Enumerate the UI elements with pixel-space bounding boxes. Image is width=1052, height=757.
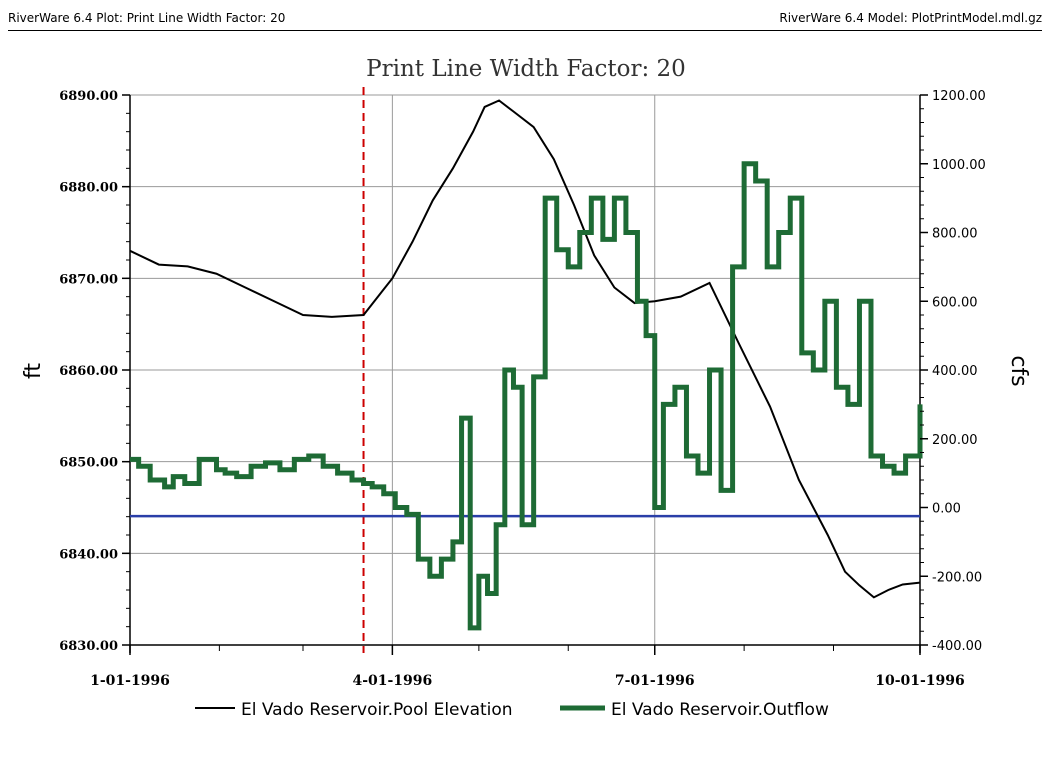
- legend: El Vado Reservoir.Pool Elevation El Vado …: [195, 700, 829, 720]
- outflow-series-line: [130, 161, 923, 631]
- x-tick-label: 1-01-1996: [90, 673, 170, 689]
- x-tick-label: 7-01-1996: [615, 673, 695, 689]
- right-tick-label: -200.00: [932, 570, 982, 585]
- x-axis-ticks: 1-01-1996 4-01-1996 7-01-1996 10-01-1996: [90, 645, 965, 689]
- legend-pool-elevation-label: El Vado Reservoir.Pool Elevation: [241, 700, 513, 720]
- left-tick-label: 6840.00: [59, 547, 118, 562]
- grid: [129, 94, 921, 646]
- right-tick-label: 1200.00: [932, 89, 986, 104]
- x-tick-label: 10-01-1996: [875, 673, 965, 689]
- right-axis-ticks: 1200.00 1000.00 800.00 600.00 400.00 200.00 0.…: [920, 89, 986, 654]
- right-tick-label: 1000.00: [932, 158, 986, 173]
- legend-outflow-label: El Vado Reservoir.Outflow: [611, 700, 829, 720]
- right-tick-label: 200.00: [932, 433, 978, 448]
- plot-header-left: RiverWare 6.4 Plot: Print Line Width Fac…: [8, 11, 286, 25]
- reference-lines: [130, 87, 920, 653]
- x-tick-label: 4-01-1996: [352, 673, 432, 689]
- left-tick-label: 6870.00: [59, 272, 118, 287]
- right-tick-label: 800.00: [932, 227, 978, 242]
- series-layer: [129, 99, 923, 631]
- axes: [129, 95, 921, 653]
- left-tick-label: 6850.00: [59, 456, 118, 471]
- left-axis-ticks: 6890.00 6880.00 6870.00 6860.00 6850.00 6840.…: [59, 89, 130, 654]
- pool-elevation-series-line: [129, 99, 921, 599]
- left-tick-label: 6880.00: [59, 181, 118, 196]
- right-tick-label: -400.00: [932, 639, 982, 654]
- right-axis-label: cfs: [1006, 355, 1031, 386]
- right-tick-label: 0.00: [932, 502, 961, 517]
- plot-header-right: RiverWare 6.4 Model: PlotPrintModel.mdl.…: [779, 11, 1042, 25]
- right-tick-label: 400.00: [932, 364, 978, 379]
- header-rule: [8, 30, 1042, 31]
- left-tick-label: 6860.00: [59, 364, 118, 379]
- chart-title: Print Line Width Factor: 20: [366, 56, 686, 82]
- left-tick-label: 6890.00: [59, 89, 118, 104]
- plot-header: RiverWare 6.4 Plot: Print Line Width Fac…: [0, 0, 1052, 31]
- left-tick-label: 6830.00: [59, 639, 118, 654]
- left-axis-label: ft: [21, 363, 46, 379]
- right-tick-label: 600.00: [932, 295, 978, 310]
